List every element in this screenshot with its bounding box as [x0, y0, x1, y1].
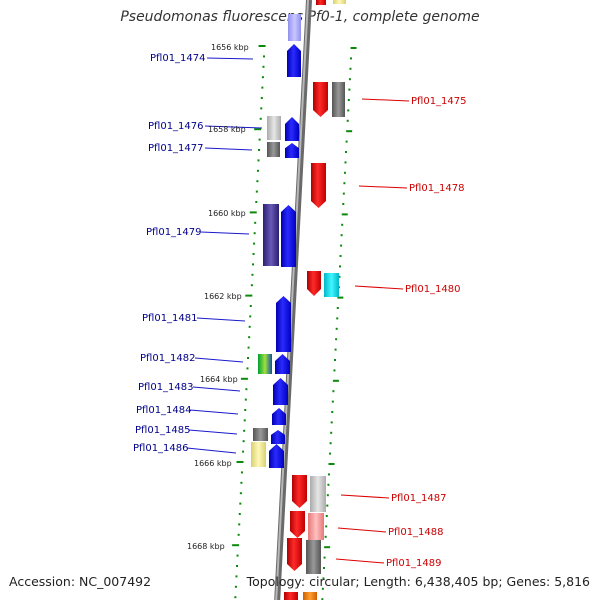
gene-block-pfl01-1480	[307, 271, 321, 296]
position-label: 1662 kbp	[204, 292, 242, 301]
gene-block-pfl01-1479-hit	[263, 204, 279, 266]
gene-block-pfl01-1479	[281, 205, 296, 267]
gene-label-pfl01-1475[interactable]: Pfl01_1475	[411, 96, 467, 107]
gene-features	[251, 0, 346, 600]
leader-line-pfl01-1483	[192, 386, 241, 392]
gene-block-bottom-orange	[303, 592, 317, 600]
gene-label-pfl01-1476[interactable]: Pfl01_1476	[148, 121, 204, 132]
gene-label-pfl01-1474[interactable]: Pfl01_1474	[150, 53, 206, 64]
position-label: 1664 kbp	[200, 375, 238, 384]
gene-label-pfl01-1480[interactable]: Pfl01_1480	[405, 284, 461, 295]
gene-block-pfl01-1488-hit	[308, 513, 324, 540]
gene-block-pfl01-1488	[290, 511, 305, 538]
leader-lines	[186, 57, 410, 564]
gene-block-pfl01-1486	[269, 444, 284, 468]
gene-block-pfl01-1482-hit	[258, 354, 272, 374]
gene-block-pfl01-1475-hit	[332, 82, 345, 117]
genome-backbone	[274, 0, 312, 600]
gene-block-pfl01-1478	[311, 163, 326, 208]
position-label: 1658 kbp	[208, 125, 246, 134]
gene-label-pfl01-1486[interactable]: Pfl01_1486	[133, 443, 189, 454]
gene-block-pfl01-1476-hit	[267, 116, 281, 140]
leader-line-pfl01-1486	[186, 447, 237, 454]
gene-label-pfl01-1477[interactable]: Pfl01_1477	[148, 143, 204, 154]
gene-label-pfl01-1485[interactable]: Pfl01_1485	[135, 425, 191, 436]
tick-marks	[232, 45, 357, 600]
gene-block-pfl01-1487	[292, 475, 307, 508]
gene-label-pfl01-1489[interactable]: Pfl01_1489	[386, 558, 442, 569]
leader-line-pfl01-1478	[358, 185, 408, 189]
position-label: 1656 kbp	[211, 43, 249, 52]
gene-block-pfl01-1489-hit	[306, 540, 321, 574]
leader-line-pfl01-1482	[194, 357, 244, 363]
leader-line-pfl01-1488	[337, 527, 387, 533]
leader-line-pfl01-1487	[340, 494, 390, 499]
leader-line-pfl01-1479	[200, 231, 250, 235]
leader-line-pfl01-1489	[335, 558, 385, 564]
position-label: 1666 kbp	[194, 459, 232, 468]
gene-block-pfl01-1485	[271, 430, 285, 444]
gene-block-pfl01-1484	[272, 408, 286, 425]
position-label: 1668 kbp	[187, 542, 225, 551]
gene-block-top-yellow	[333, 0, 346, 4]
backbone-highlight	[275, 0, 309, 600]
leader-line-pfl01-1475	[361, 98, 410, 102]
leader-line-pfl01-1474	[206, 57, 254, 60]
leader-line-pfl01-1484	[189, 409, 239, 415]
gene-label-pfl01-1484[interactable]: Pfl01_1484	[136, 405, 192, 416]
gene-block-pfl01-1489	[287, 538, 302, 571]
accession-text: Accession: NC_007492	[9, 574, 152, 589]
gene-block-pfl01-1474	[287, 44, 301, 77]
gene-block-pfl01-1487-hit	[310, 476, 326, 512]
leader-line-pfl01-1476	[204, 125, 263, 129]
leader-line-pfl01-1485	[188, 429, 238, 435]
topology-text: Topology: circular; Length: 6,438,405 bp…	[246, 574, 590, 589]
gene-label-pfl01-1482[interactable]: Pfl01_1482	[140, 353, 196, 364]
gene-block-pfl01-1486-hit	[251, 442, 266, 467]
gene-label-pfl01-1478[interactable]: Pfl01_1478	[409, 183, 465, 194]
gene-label-pfl01-1483[interactable]: Pfl01_1483	[138, 382, 194, 393]
gene-label-pfl01-1488[interactable]: Pfl01_1488	[388, 527, 444, 538]
leader-line-pfl01-1481	[196, 317, 246, 322]
leader-line-pfl01-1480	[354, 285, 404, 290]
gene-label-pfl01-1481[interactable]: Pfl01_1481	[142, 313, 198, 324]
leader-line-pfl01-1477	[204, 147, 253, 151]
gene-label-pfl01-1487[interactable]: Pfl01_1487	[391, 493, 447, 504]
gene-block-pfl01-1477-hit	[267, 142, 280, 157]
gene-label-pfl01-1479[interactable]: Pfl01_1479	[146, 227, 202, 238]
gene-block-pfl01-1482	[275, 354, 290, 374]
gene-block-top	[288, 14, 301, 41]
gene-block-pfl01-1485-hit	[253, 428, 268, 441]
gene-block-pfl01-1480-hit	[324, 273, 339, 297]
gene-block-pfl01-1483	[273, 378, 288, 405]
position-label: 1660 kbp	[208, 209, 246, 218]
gene-block-pfl01-1475	[313, 82, 328, 117]
gene-block-pfl01-1476	[285, 117, 299, 141]
gene-block-pfl01-1481	[276, 296, 291, 352]
gene-block-pfl01-1477	[285, 143, 299, 158]
gene-block-bottom-red	[284, 592, 298, 600]
gene-block-top-red	[316, 0, 326, 5]
